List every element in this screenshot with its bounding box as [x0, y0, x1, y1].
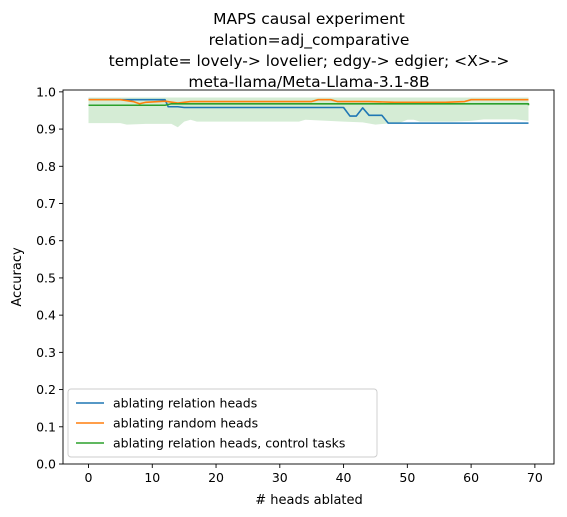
y-tick-label: 0.1: [36, 419, 56, 434]
x-tick-label: 0: [85, 470, 93, 485]
x-tick-label: 10: [144, 470, 160, 485]
x-tick-label: 70: [527, 470, 543, 485]
legend-label: ablating random heads: [113, 416, 258, 431]
chart-title-line-4: meta-llama/Meta-Llama-3.1-8B: [188, 73, 429, 91]
y-tick-label: 0.8: [36, 159, 56, 174]
series-line: [88, 98, 529, 124]
y-tick-label: 0.7: [36, 196, 56, 211]
chart-title-line-2: relation=adj_comparative: [209, 31, 410, 50]
y-tick-label: 0.9: [36, 122, 56, 137]
chart-title: MAPS causal experiment relation=adj_comp…: [109, 10, 510, 91]
x-tick-label: 20: [208, 470, 224, 485]
y-axis: 0.0 0.1 0.2 0.3 0.4 0.5 0.6 0.7 0.8 0.9 1.0: [36, 84, 63, 472]
series-line: [88, 102, 530, 107]
x-tick-label: 50: [399, 470, 415, 485]
y-tick-label: 1.0: [36, 84, 56, 99]
x-axis: 0 10 20 30 40 50 60 70: [85, 464, 543, 485]
legend: ablating relation heads ablating random h…: [67, 388, 378, 458]
x-tick-label: 30: [272, 470, 288, 485]
x-tick-label: 40: [336, 470, 352, 485]
plot-area: [88, 97, 530, 128]
x-tick-label: 60: [463, 470, 479, 485]
series-line: [88, 98, 529, 105]
legend-label: ablating relation heads: [113, 396, 257, 411]
chart-title-line-1: MAPS causal experiment: [213, 10, 405, 28]
y-tick-label: 0.6: [36, 233, 56, 248]
x-axis-label: # heads ablated: [255, 493, 363, 508]
chart-title-line-3: template= lovely-> lovelier; edgy-> edgi…: [109, 52, 510, 70]
y-tick-label: 0.0: [36, 457, 56, 472]
y-tick-label: 0.3: [36, 345, 56, 360]
legend-label: ablating relation heads, control tasks: [113, 436, 345, 451]
series-band: [88, 97, 529, 128]
plot-frame: [62, 89, 555, 465]
y-tick-label: 0.4: [36, 308, 56, 323]
y-tick-label: 0.5: [36, 270, 56, 285]
y-axis-label: Accuracy: [10, 247, 25, 307]
legend-box: [67, 388, 378, 458]
y-tick-label: 0.2: [36, 382, 56, 397]
